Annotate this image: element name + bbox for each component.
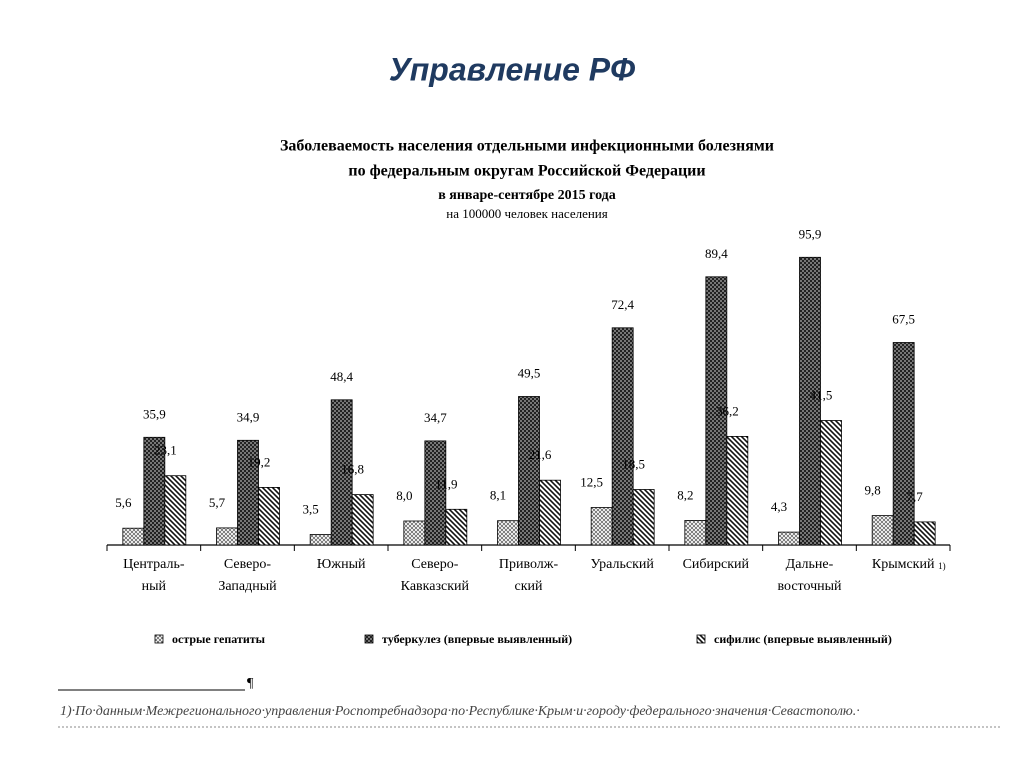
x-tick-label: Крымский xyxy=(872,557,935,572)
chart-subtitle: на 100000 человек населения xyxy=(446,206,608,221)
value-label: 12,5 xyxy=(580,474,603,489)
chart-title: Заболеваемость населения отдельными инфе… xyxy=(280,138,774,155)
bar xyxy=(611,327,634,546)
x-tick-label: Уральский xyxy=(590,557,654,572)
chart-title: в январе-сентябре 2015 года xyxy=(438,188,616,203)
bar xyxy=(799,256,821,546)
x-tick-label: Северо- xyxy=(224,557,271,572)
bar xyxy=(258,486,280,546)
bar xyxy=(684,520,707,546)
bar xyxy=(330,399,353,546)
value-label: 48,4 xyxy=(330,369,353,384)
bar xyxy=(726,435,749,546)
x-tick-label: восточный xyxy=(777,579,842,594)
value-label: 5,7 xyxy=(209,495,226,510)
value-label: 23,1 xyxy=(154,443,177,458)
value-label: 9,8 xyxy=(865,483,881,498)
x-tick-label: ный xyxy=(142,579,167,594)
x-tick-label: Централь- xyxy=(123,557,185,572)
value-label: 34,7 xyxy=(424,410,447,425)
bar xyxy=(539,479,561,546)
value-label: 11,9 xyxy=(435,476,457,491)
value-label: 36,2 xyxy=(716,403,739,418)
value-label: 35,9 xyxy=(143,406,166,421)
bar xyxy=(351,494,374,546)
legend-swatch xyxy=(154,634,164,644)
value-label: 5,6 xyxy=(115,495,132,510)
x-tick-label: Западный xyxy=(218,579,277,594)
value-label: 41,5 xyxy=(810,387,833,402)
x-tick-label: ский xyxy=(515,579,544,594)
category-note: 1) xyxy=(938,561,946,571)
x-tick-label: Южный xyxy=(317,557,366,572)
legend-swatch xyxy=(364,634,374,644)
legend-label: сифилис (впервые выявленный) xyxy=(714,632,892,646)
x-tick-label: Сибирский xyxy=(683,557,750,572)
bar xyxy=(445,508,468,546)
value-label: 49,5 xyxy=(518,365,541,380)
value-label: 16,8 xyxy=(341,462,364,477)
value-label: 8,2 xyxy=(677,487,693,502)
x-tick-label: Дальне- xyxy=(786,557,834,572)
bar xyxy=(590,507,613,546)
bar xyxy=(913,521,936,546)
value-label: 67,5 xyxy=(892,311,915,326)
legend-label: острые гепатиты xyxy=(172,632,266,646)
legend-swatch xyxy=(696,634,706,644)
bar xyxy=(309,534,332,546)
legend-label: туберкулез (впервые выявленный) xyxy=(382,632,572,646)
x-tick-label: Кавказский xyxy=(401,579,470,594)
value-label: 3,5 xyxy=(303,501,319,516)
bar xyxy=(820,420,842,546)
bar xyxy=(632,489,655,546)
slide-title: Управление РФ xyxy=(389,51,635,87)
bar xyxy=(705,276,728,546)
value-label: 8,1 xyxy=(490,488,506,503)
bar xyxy=(424,440,447,546)
bar xyxy=(778,531,800,546)
bar xyxy=(122,527,145,546)
bar xyxy=(892,342,915,546)
bar xyxy=(497,520,519,546)
bar xyxy=(403,520,426,546)
value-label: 34,9 xyxy=(237,409,260,424)
value-label: 72,4 xyxy=(611,297,634,312)
value-label: 18,5 xyxy=(622,456,645,471)
value-label: 19,2 xyxy=(248,454,271,469)
bar xyxy=(518,396,540,546)
value-label: 4,3 xyxy=(771,499,787,514)
value-label: 21,6 xyxy=(529,447,552,462)
chart-title: по федеральным округам Российской Федера… xyxy=(348,163,705,180)
value-label: 8,0 xyxy=(396,488,412,503)
bar xyxy=(871,515,894,546)
x-tick-label: Северо- xyxy=(411,557,458,572)
bar xyxy=(164,475,187,546)
footnote-mark: ¶ xyxy=(247,676,254,691)
value-label: 7,7 xyxy=(907,489,924,504)
value-label: 89,4 xyxy=(705,246,728,261)
footnote: 1)·По·данным·Межрегионального·управления… xyxy=(60,704,860,719)
x-tick-label: Приволж- xyxy=(499,557,559,572)
bar xyxy=(216,527,238,546)
value-label: 95,9 xyxy=(799,226,822,241)
